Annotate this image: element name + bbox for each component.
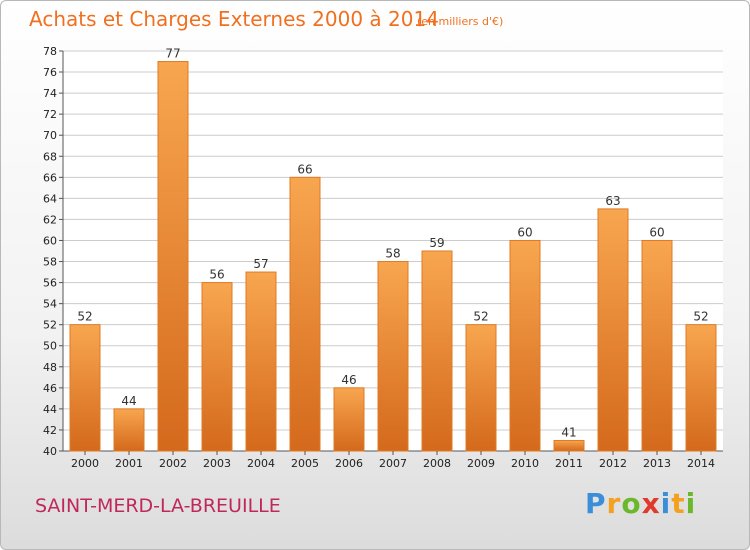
x-tick-label: 2011 <box>555 457 583 470</box>
logo-letter: x <box>641 487 661 520</box>
bar <box>597 208 629 452</box>
x-tick-label: 2003 <box>203 457 231 470</box>
bar-value-label: 63 <box>605 194 620 208</box>
logo-letter: i <box>660 487 672 520</box>
bar-value-label: 57 <box>253 257 268 271</box>
bar <box>333 387 365 452</box>
bar-value-label: 41 <box>561 425 576 439</box>
y-tick-label: 48 <box>43 361 57 374</box>
bar-value-label: 44 <box>121 394 136 408</box>
x-tick-label: 2000 <box>71 457 99 470</box>
bar-value-label: 52 <box>473 310 488 324</box>
bar-value-label: 58 <box>385 247 400 261</box>
y-tick-label: 54 <box>43 298 57 311</box>
y-tick-label: 60 <box>43 234 57 247</box>
bar-value-label: 52 <box>77 310 92 324</box>
y-tick-label: 78 <box>43 45 57 58</box>
x-tick-label: 2002 <box>159 457 187 470</box>
x-tick-label: 2001 <box>115 457 143 470</box>
y-tick-label: 56 <box>43 277 57 290</box>
y-tick-label: 58 <box>43 256 57 269</box>
bar-value-label: 77 <box>165 47 180 61</box>
bar-value-label: 66 <box>297 162 312 176</box>
bar <box>377 261 409 452</box>
x-tick-label: 2014 <box>687 457 715 470</box>
bar-value-label: 60 <box>649 225 664 239</box>
bar <box>553 439 585 452</box>
bar <box>641 239 673 452</box>
bar <box>289 176 321 452</box>
chart-title: Achats et Charges Externes 2000 à 2014 <box>29 7 439 31</box>
y-tick-label: 72 <box>43 108 57 121</box>
bar <box>69 324 101 452</box>
y-tick-label: 52 <box>43 319 57 332</box>
y-tick-label: 50 <box>43 340 57 353</box>
y-tick-label: 74 <box>43 87 57 100</box>
commune-name: SAINT-MERD-LA-BREUILLE <box>35 495 281 517</box>
y-tick-label: 76 <box>43 66 57 79</box>
x-tick-label: 2010 <box>511 457 539 470</box>
x-tick-label: 2008 <box>423 457 451 470</box>
x-tick-label: 2009 <box>467 457 495 470</box>
y-tick-label: 44 <box>43 403 57 416</box>
bar-value-label: 60 <box>517 225 532 239</box>
bar <box>157 61 189 452</box>
x-tick-label: 2007 <box>379 457 407 470</box>
y-tick-label: 68 <box>43 150 57 163</box>
bar <box>509 239 541 452</box>
chart-subtitle: (en milliers d'€) <box>417 15 504 28</box>
logo-letter: t <box>671 487 686 520</box>
logo-letter: r <box>606 487 622 520</box>
y-tick-label: 62 <box>43 213 57 226</box>
bar <box>685 324 717 452</box>
y-tick-label: 66 <box>43 171 57 184</box>
x-tick-label: 2013 <box>643 457 671 470</box>
logo-letter: o <box>621 487 642 520</box>
x-tick-label: 2004 <box>247 457 275 470</box>
bar-value-label: 52 <box>693 310 708 324</box>
bar-value-label: 46 <box>341 373 356 387</box>
x-tick-label: 2012 <box>599 457 627 470</box>
proxiti-logo: Proxiti <box>585 487 696 520</box>
bar-value-label: 59 <box>429 236 444 250</box>
bar <box>113 408 145 452</box>
bar <box>245 271 277 452</box>
bar <box>201 282 233 452</box>
y-tick-label: 70 <box>43 129 57 142</box>
logo-letter: i <box>685 487 697 520</box>
bar <box>465 324 497 452</box>
y-tick-label: 64 <box>43 192 57 205</box>
y-tick-label: 46 <box>43 382 57 395</box>
y-tick-label: 40 <box>43 445 57 458</box>
x-tick-label: 2005 <box>291 457 319 470</box>
x-tick-label: 2006 <box>335 457 363 470</box>
bar-value-label: 56 <box>209 268 224 282</box>
bar <box>421 250 453 452</box>
logo-letter: P <box>585 487 607 520</box>
y-tick-label: 42 <box>43 424 57 437</box>
